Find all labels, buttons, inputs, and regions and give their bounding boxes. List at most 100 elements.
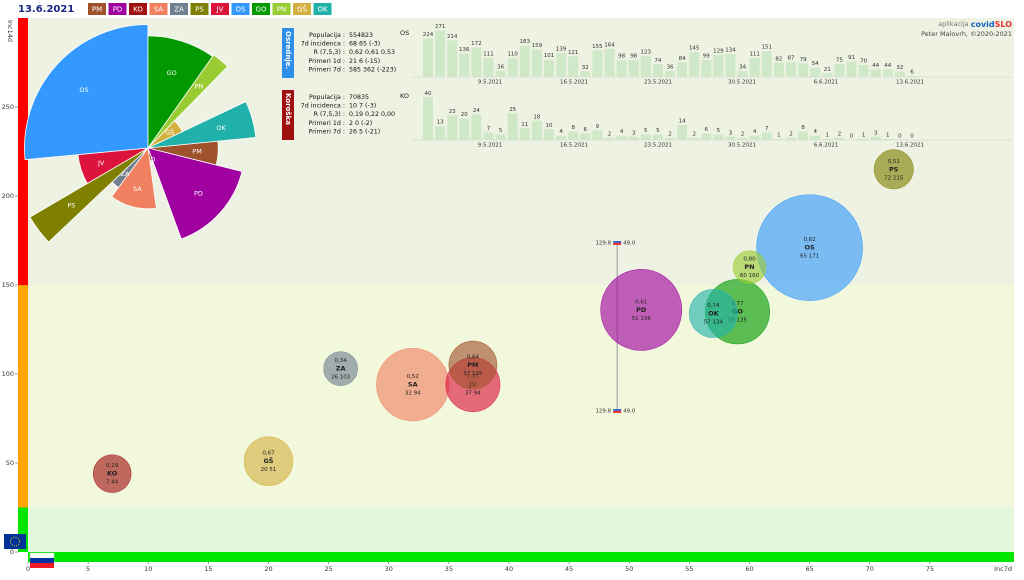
national-inc14d: 129.8 (595, 241, 611, 247)
flag-marker (613, 241, 622, 243)
region-button-label[interactable]: ZA (174, 6, 184, 14)
region-button-label[interactable]: GO (256, 6, 267, 14)
day-bar (773, 62, 784, 77)
eu-flag (4, 534, 26, 549)
day-bar (701, 133, 712, 140)
polar-sector (24, 24, 149, 161)
day-bar (870, 69, 881, 77)
bubble-inc7d: 57 (704, 319, 711, 325)
region-button-label[interactable]: OS (236, 6, 247, 14)
day-value: 4 (813, 129, 817, 135)
bubble (323, 351, 358, 386)
day-value: 36 (667, 64, 674, 70)
day-bar (689, 52, 700, 77)
region-button[interactable] (293, 3, 311, 15)
region-button-label[interactable]: GŠ (297, 5, 307, 14)
bubble-inc14d: 94 (414, 390, 421, 396)
day-value: 1 (777, 132, 781, 138)
day-value: 32 (896, 65, 903, 71)
panel-tab (282, 28, 294, 78)
day-bar (725, 54, 736, 77)
region-button-label[interactable]: KO (133, 6, 143, 14)
band-strip (18, 18, 28, 285)
date-tick: 6.6.2021 (814, 80, 839, 86)
y-tick-label: 200 (2, 192, 14, 200)
day-value: 20 (461, 112, 468, 118)
region-button-label[interactable]: JV (216, 6, 224, 14)
region-button[interactable] (272, 3, 291, 15)
region-button[interactable] (108, 3, 127, 15)
x-axis-bar (28, 552, 1014, 562)
region-button-label[interactable]: SA (154, 6, 164, 14)
day-bar (677, 125, 688, 140)
region-button[interactable] (211, 3, 229, 15)
region-button[interactable] (190, 3, 209, 15)
day-value: 5 (656, 128, 660, 134)
region-button[interactable] (170, 3, 188, 15)
day-value: 172 (471, 41, 482, 47)
day-value: 111 (749, 51, 760, 57)
panel-row-value: 554823 (349, 32, 373, 39)
day-value: 14 (679, 119, 686, 125)
bubble-values: 32 94 (405, 390, 421, 396)
region-button-label[interactable]: OK (317, 6, 328, 14)
bubble-r: 0,51 (888, 159, 900, 165)
bubble-values: 37 94 (465, 390, 481, 396)
day-value: 13 (437, 120, 444, 126)
day-bar (495, 70, 506, 77)
daily-charts: OS 22427121413617211136110183159101139121… (400, 24, 1012, 149)
day-bar (604, 137, 615, 140)
region-button[interactable] (88, 3, 106, 15)
day-value: 2 (741, 131, 745, 137)
day-value: 98 (618, 54, 625, 60)
bubble-name: ZA (336, 365, 346, 373)
day-bar (858, 138, 869, 140)
x-tick-label: 0 (26, 565, 30, 573)
polar-label: PS (67, 201, 75, 209)
day-value: 5 (644, 128, 648, 134)
region-button-label[interactable]: PM (92, 6, 102, 14)
panel-title: Koroška (284, 93, 292, 125)
date-tick: 16.5.2021 (560, 80, 588, 86)
bubble (688, 289, 738, 338)
band (28, 285, 1014, 508)
polar-label: SA (133, 185, 142, 193)
panel-row-value: 21 6 (-15) (349, 58, 380, 65)
day-value: 101 (544, 53, 555, 59)
panel-row-label: 7d incidenca : (301, 41, 345, 48)
region-button-label[interactable]: PN (277, 6, 286, 14)
app-name-2: SLO (995, 20, 1013, 29)
polar-label: PN (195, 83, 204, 91)
panel-row-label: Populacija : (309, 32, 345, 39)
panel-row-value: 68 65 (-3) (349, 41, 380, 48)
day-value: 5 (499, 128, 503, 134)
bubble-inc7d: 37 (465, 390, 472, 396)
app-prefix: aplikacija (938, 20, 969, 28)
day-bar (628, 136, 639, 140)
region-button[interactable] (252, 3, 270, 15)
day-bar (810, 135, 821, 140)
bubble-inc14d: 134 (713, 319, 724, 325)
region-button[interactable] (129, 3, 147, 15)
day-bar (568, 131, 579, 140)
region-button[interactable] (313, 3, 332, 15)
day-value: 44 (884, 63, 891, 69)
region-button-label[interactable]: PS (195, 6, 204, 14)
day-bar (701, 60, 712, 77)
panel-row-label: R (7,5,3) : (314, 49, 345, 56)
day-bar (556, 135, 567, 140)
flag-eu (4, 534, 26, 549)
day-value: 21 (824, 67, 831, 73)
region-button[interactable] (149, 3, 168, 15)
day-bar (459, 118, 470, 140)
x-tick-label: 45 (565, 565, 573, 573)
region-button[interactable] (231, 3, 250, 15)
day-bar (773, 138, 784, 140)
day-bar (737, 137, 748, 140)
panel-row-value: 2 0 (-2) (349, 120, 372, 127)
x-tick-label: 70 (866, 565, 874, 573)
region-button-label[interactable]: PD (113, 6, 123, 14)
flag-marker (613, 243, 622, 245)
day-bar (531, 120, 542, 140)
